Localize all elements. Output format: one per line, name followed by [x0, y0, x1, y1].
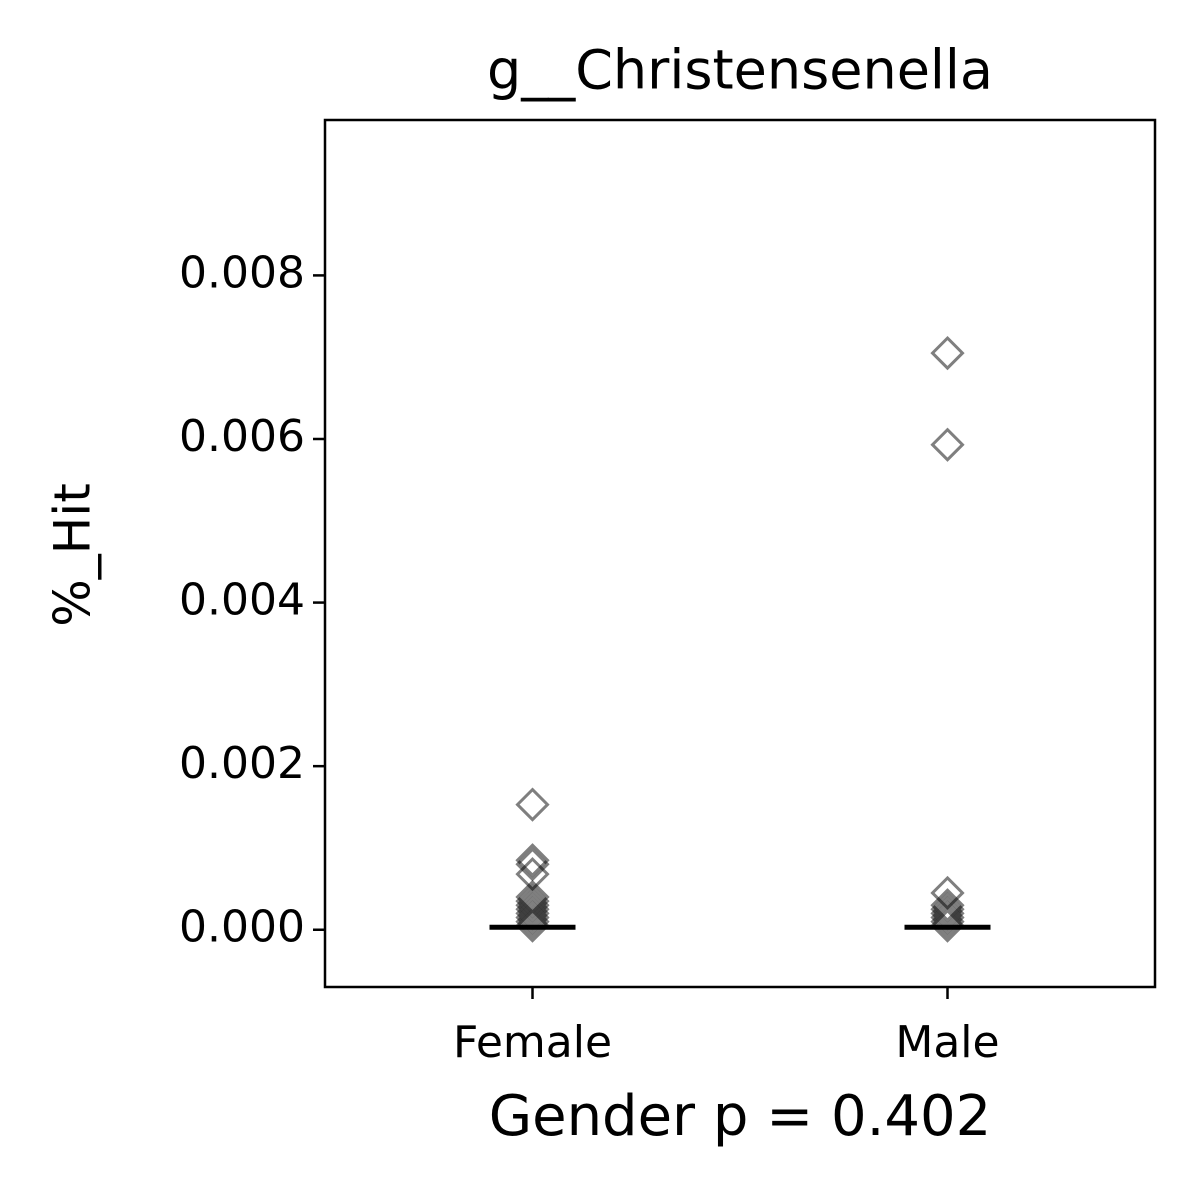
data-point — [930, 335, 965, 371]
data-point — [515, 883, 550, 919]
data-point — [930, 427, 965, 462]
plot-frame — [323, 118, 1157, 989]
data-point — [515, 900, 550, 935]
x-tick-label: Male — [895, 1017, 999, 1068]
y-tick-label: 0.004 — [179, 575, 305, 626]
data-point — [515, 843, 550, 878]
data-point — [930, 908, 965, 943]
data-point — [515, 787, 550, 822]
data-point — [515, 908, 550, 943]
x-axis-label: Gender p = 0.402 — [489, 1084, 992, 1149]
y-axis-label: %_Hit — [44, 483, 102, 627]
data-point — [930, 900, 965, 935]
data-point — [930, 892, 965, 927]
data-point — [930, 904, 965, 939]
y-tick-label: 0.000 — [179, 902, 305, 953]
x-tick-label: Female — [453, 1017, 612, 1068]
chart-title: g__Christensenella — [487, 39, 993, 102]
y-tick-label: 0.006 — [179, 411, 305, 462]
y-tick-label: 0.008 — [179, 247, 305, 298]
data-point — [515, 888, 550, 923]
y-tick-label: 0.002 — [179, 738, 305, 789]
data-point — [930, 888, 965, 923]
data-point — [515, 904, 550, 939]
data-point — [515, 847, 550, 882]
data-point — [515, 892, 550, 927]
